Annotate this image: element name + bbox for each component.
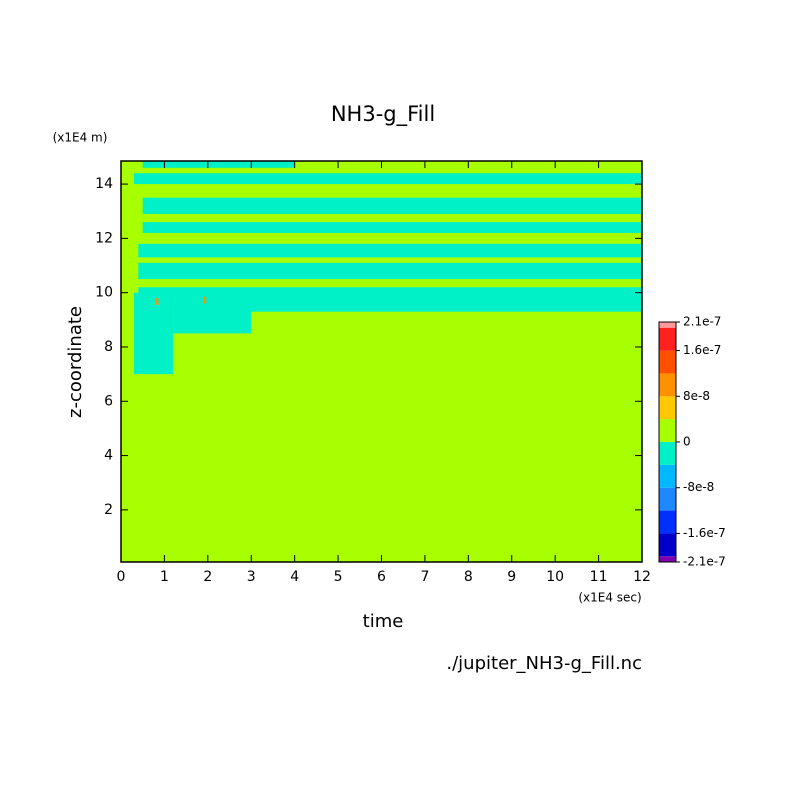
y-tick-label: 12: [95, 230, 113, 246]
contour-region: [138, 243, 642, 258]
footnote: ./jupiter_NH3-g_Fill.nc: [446, 653, 642, 674]
x-tick-label: 8: [464, 569, 473, 585]
y-scale-label: (x1E4 m): [53, 131, 108, 145]
y-tick-label: 10: [95, 285, 113, 301]
colorbar-swatch: [659, 442, 676, 465]
contour-region: [203, 296, 207, 304]
contour-region: [134, 292, 174, 375]
x-tick-label: 1: [160, 569, 169, 585]
x-tick-label: 11: [590, 569, 608, 585]
contour-region: [251, 298, 642, 312]
contour-region: [138, 262, 642, 280]
x-tick-label: 5: [334, 569, 343, 585]
colorbar-swatch: [659, 373, 676, 397]
colorbar-label: -2.1e-7: [683, 555, 726, 569]
colorbar-swatch: [659, 533, 676, 557]
x-scale-label: (x1E4 sec): [578, 591, 641, 605]
x-tick-label: 7: [420, 569, 429, 585]
field: [121, 161, 643, 562]
x-axis-label: time: [363, 611, 404, 632]
x-tick-label: 6: [377, 569, 386, 585]
contour-region: [155, 298, 159, 305]
contour-region: [173, 292, 252, 334]
x-tick-label: 10: [546, 569, 564, 585]
y-tick-label: 14: [95, 176, 113, 192]
x-tick-label: 0: [117, 569, 126, 585]
colorbar-swatch: [659, 556, 676, 562]
x-tick-label: 3: [247, 569, 256, 585]
colorbar-swatch: [659, 322, 676, 328]
contour-region: [142, 197, 643, 214]
colorbar-swatch: [659, 510, 676, 534]
y-tick-label: 4: [104, 448, 113, 464]
y-tick-label: 2: [104, 502, 113, 518]
colorbar-swatch: [659, 419, 676, 442]
chart-title: NH3-g_Fill: [331, 102, 435, 127]
contour-region: [121, 161, 642, 562]
x-tick-label: 9: [507, 569, 516, 585]
colorbar-swatch: [659, 487, 676, 511]
colorbar-swatch: [659, 350, 676, 374]
contour-region: [134, 173, 642, 185]
x-tick-label: 2: [203, 569, 212, 585]
colorbar-label: 8e-8: [683, 389, 710, 403]
colorbar-label: -1.6e-7: [683, 526, 726, 540]
x-tick-label: 4: [290, 569, 299, 585]
colorbar-label: 2.1e-7: [683, 315, 721, 329]
y-axis-label: z-coordinate: [65, 306, 86, 418]
x-tick-label: 12: [633, 569, 651, 585]
colorbar-label: 1.6e-7: [683, 343, 721, 357]
contour-region: [142, 222, 643, 233]
colorbar-label: 0: [683, 435, 691, 449]
colorbar-swatch: [659, 327, 676, 351]
y-tick-label: 6: [104, 393, 113, 409]
colorbar-swatch: [659, 464, 676, 488]
colorbar-swatch: [659, 396, 676, 420]
contour-region: [142, 161, 295, 168]
colorbar-label: -8e-8: [683, 480, 714, 494]
y-tick-label: 8: [104, 339, 113, 355]
